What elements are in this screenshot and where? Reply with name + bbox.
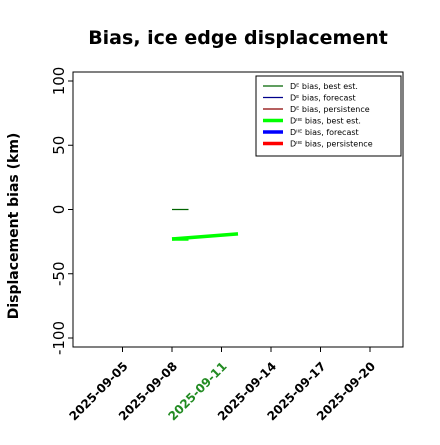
y-tick-label: 100 — [50, 67, 68, 96]
legend: Dᴱ bias, best est. Dᴱ bias, forecast Dᴱ bi… — [255, 75, 402, 157]
legend-label: Dᴱ bias, forecast — [290, 94, 356, 103]
series-layer — [171, 208, 239, 241]
legend-label: Dᴱ bias, best est. — [290, 82, 358, 91]
y-tick-label: 50 — [50, 136, 68, 155]
y-tick-label: -50 — [50, 262, 68, 287]
chart-title: Bias, ice edge displacement — [88, 27, 388, 49]
y-axis-label: Displacement bias (km) — [6, 133, 22, 320]
x-axis: 2025-09-052025-09-082025-09-112025-09-14… — [66, 347, 378, 423]
y-tick-label: -100 — [50, 321, 68, 355]
legend-label: Dᴵᴵᴱ bias, persistence — [290, 140, 373, 149]
legend-label: Dᴵᴵᴱ bias, best est. — [290, 117, 361, 126]
legend-label: Dᴱ bias, persistence — [290, 105, 370, 114]
legend-label: Dᴵᴵᴱ bias, forecast — [290, 128, 359, 137]
y-axis: 100 50 0 -50 -100 — [50, 67, 73, 355]
y-tick-label: 0 — [50, 205, 68, 215]
series-line — [171, 232, 239, 241]
